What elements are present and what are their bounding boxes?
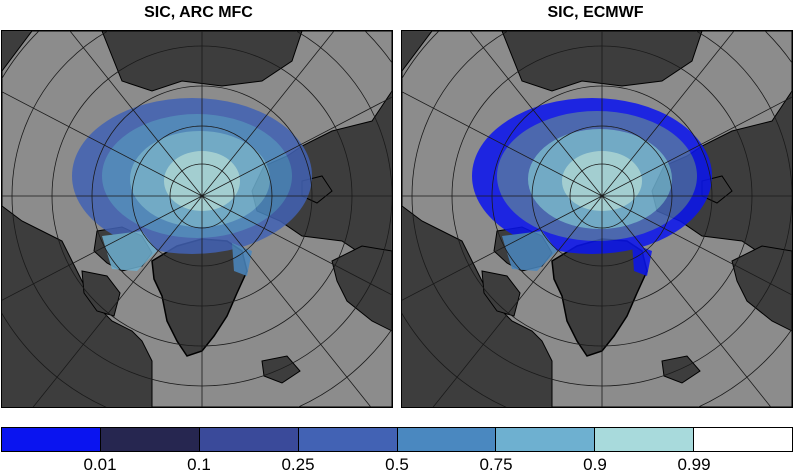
colorbar-tick-label: 0.99 — [677, 455, 711, 474]
colorbar-segment — [2, 428, 101, 451]
colorbar-segment — [694, 428, 792, 451]
scandinavia — [331, 245, 392, 332]
colorbar-segment — [100, 428, 200, 451]
colorbar-segment — [595, 428, 695, 451]
arc-mfc-map-svg — [2, 31, 392, 407]
graticule — [2, 31, 392, 407]
sea-ice-layer — [72, 98, 312, 276]
colorbar-segment — [397, 428, 497, 451]
iceland — [661, 355, 701, 384]
left-map-title: SIC, ARC MFC — [144, 4, 253, 21]
colorbar-tick-label: 0.75 — [479, 455, 513, 474]
colorbar-segment — [496, 428, 596, 451]
colorbar-segment — [298, 428, 398, 451]
right-map-title: SIC, ECMWF — [547, 4, 644, 21]
graticule — [402, 31, 792, 407]
scandinavia — [731, 245, 792, 332]
colorbar-tick-label: 0.01 — [83, 455, 117, 474]
colorbar-tick-label: 0.25 — [281, 455, 315, 474]
colorbar-tick-label: 0.5 — [385, 455, 409, 474]
arc-mfc-sea-ice-map — [1, 30, 393, 408]
ecmwf-sea-ice-map — [401, 30, 793, 408]
colorbar-tick-label: 0.9 — [583, 455, 607, 474]
colorbar-segment — [199, 428, 299, 451]
colorbar — [1, 427, 793, 452]
baffin-island — [481, 270, 521, 317]
colorbar-tick-label: 0.1 — [187, 455, 211, 474]
ecmwf-map-svg — [402, 31, 792, 407]
baffin-island — [81, 270, 121, 317]
iceland — [261, 355, 301, 384]
